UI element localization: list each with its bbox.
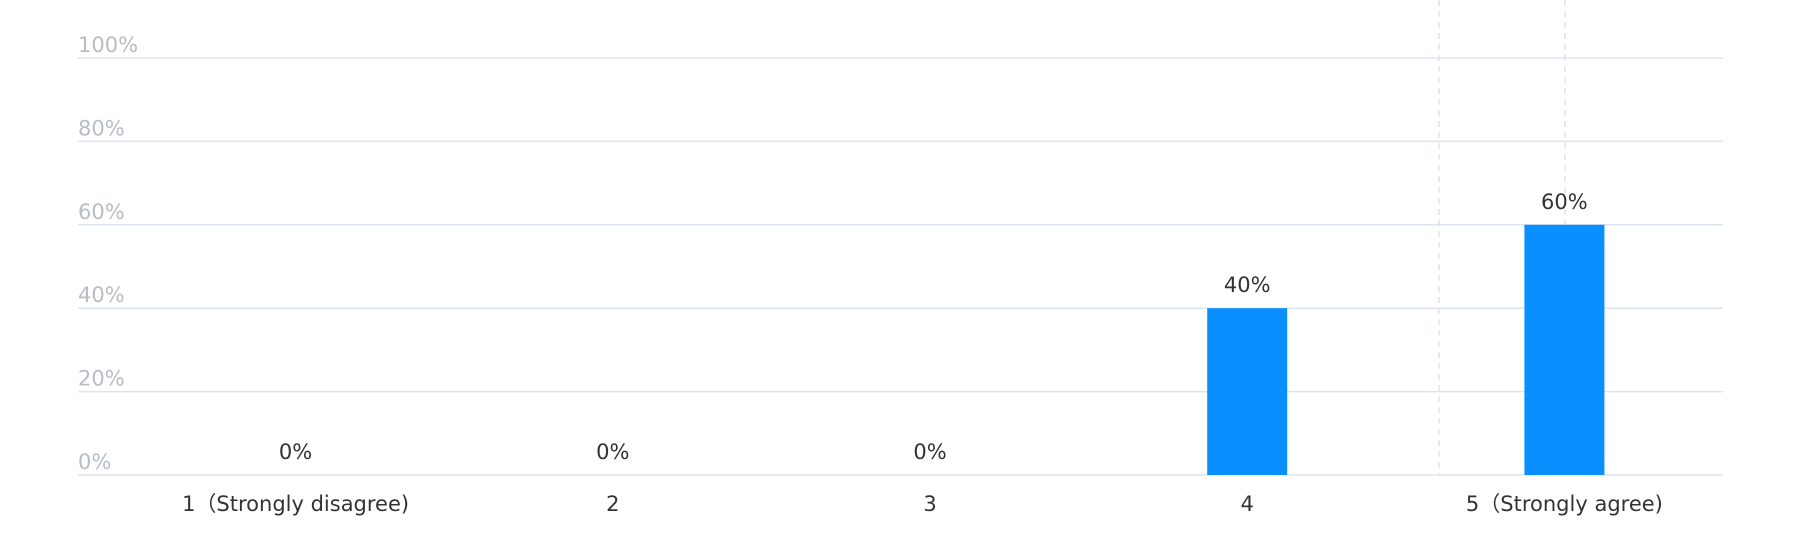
value-label: 0%: [913, 440, 946, 464]
y-tick-label: 100%: [78, 33, 138, 57]
x-tick-label: 4: [1241, 492, 1254, 516]
x-tick-label: 2: [606, 492, 619, 516]
y-tick-label: 80%: [78, 116, 125, 140]
y-tick-label: 60%: [78, 200, 125, 224]
value-label: 0%: [596, 440, 629, 464]
x-tick-label: 1（Strongly disagree): [182, 492, 409, 516]
y-tick-label: 0%: [78, 450, 111, 474]
x-tick-label: 3: [923, 492, 936, 516]
value-label: 60%: [1541, 190, 1588, 214]
y-tick-label: 40%: [78, 283, 125, 307]
bar: [1524, 224, 1605, 475]
y-tick-label: 20%: [78, 367, 125, 391]
value-label: 40%: [1224, 273, 1271, 297]
value-label: 0%: [279, 440, 312, 464]
bar: [1207, 308, 1288, 475]
x-tick-label: 5（Strongly agree): [1466, 492, 1663, 516]
